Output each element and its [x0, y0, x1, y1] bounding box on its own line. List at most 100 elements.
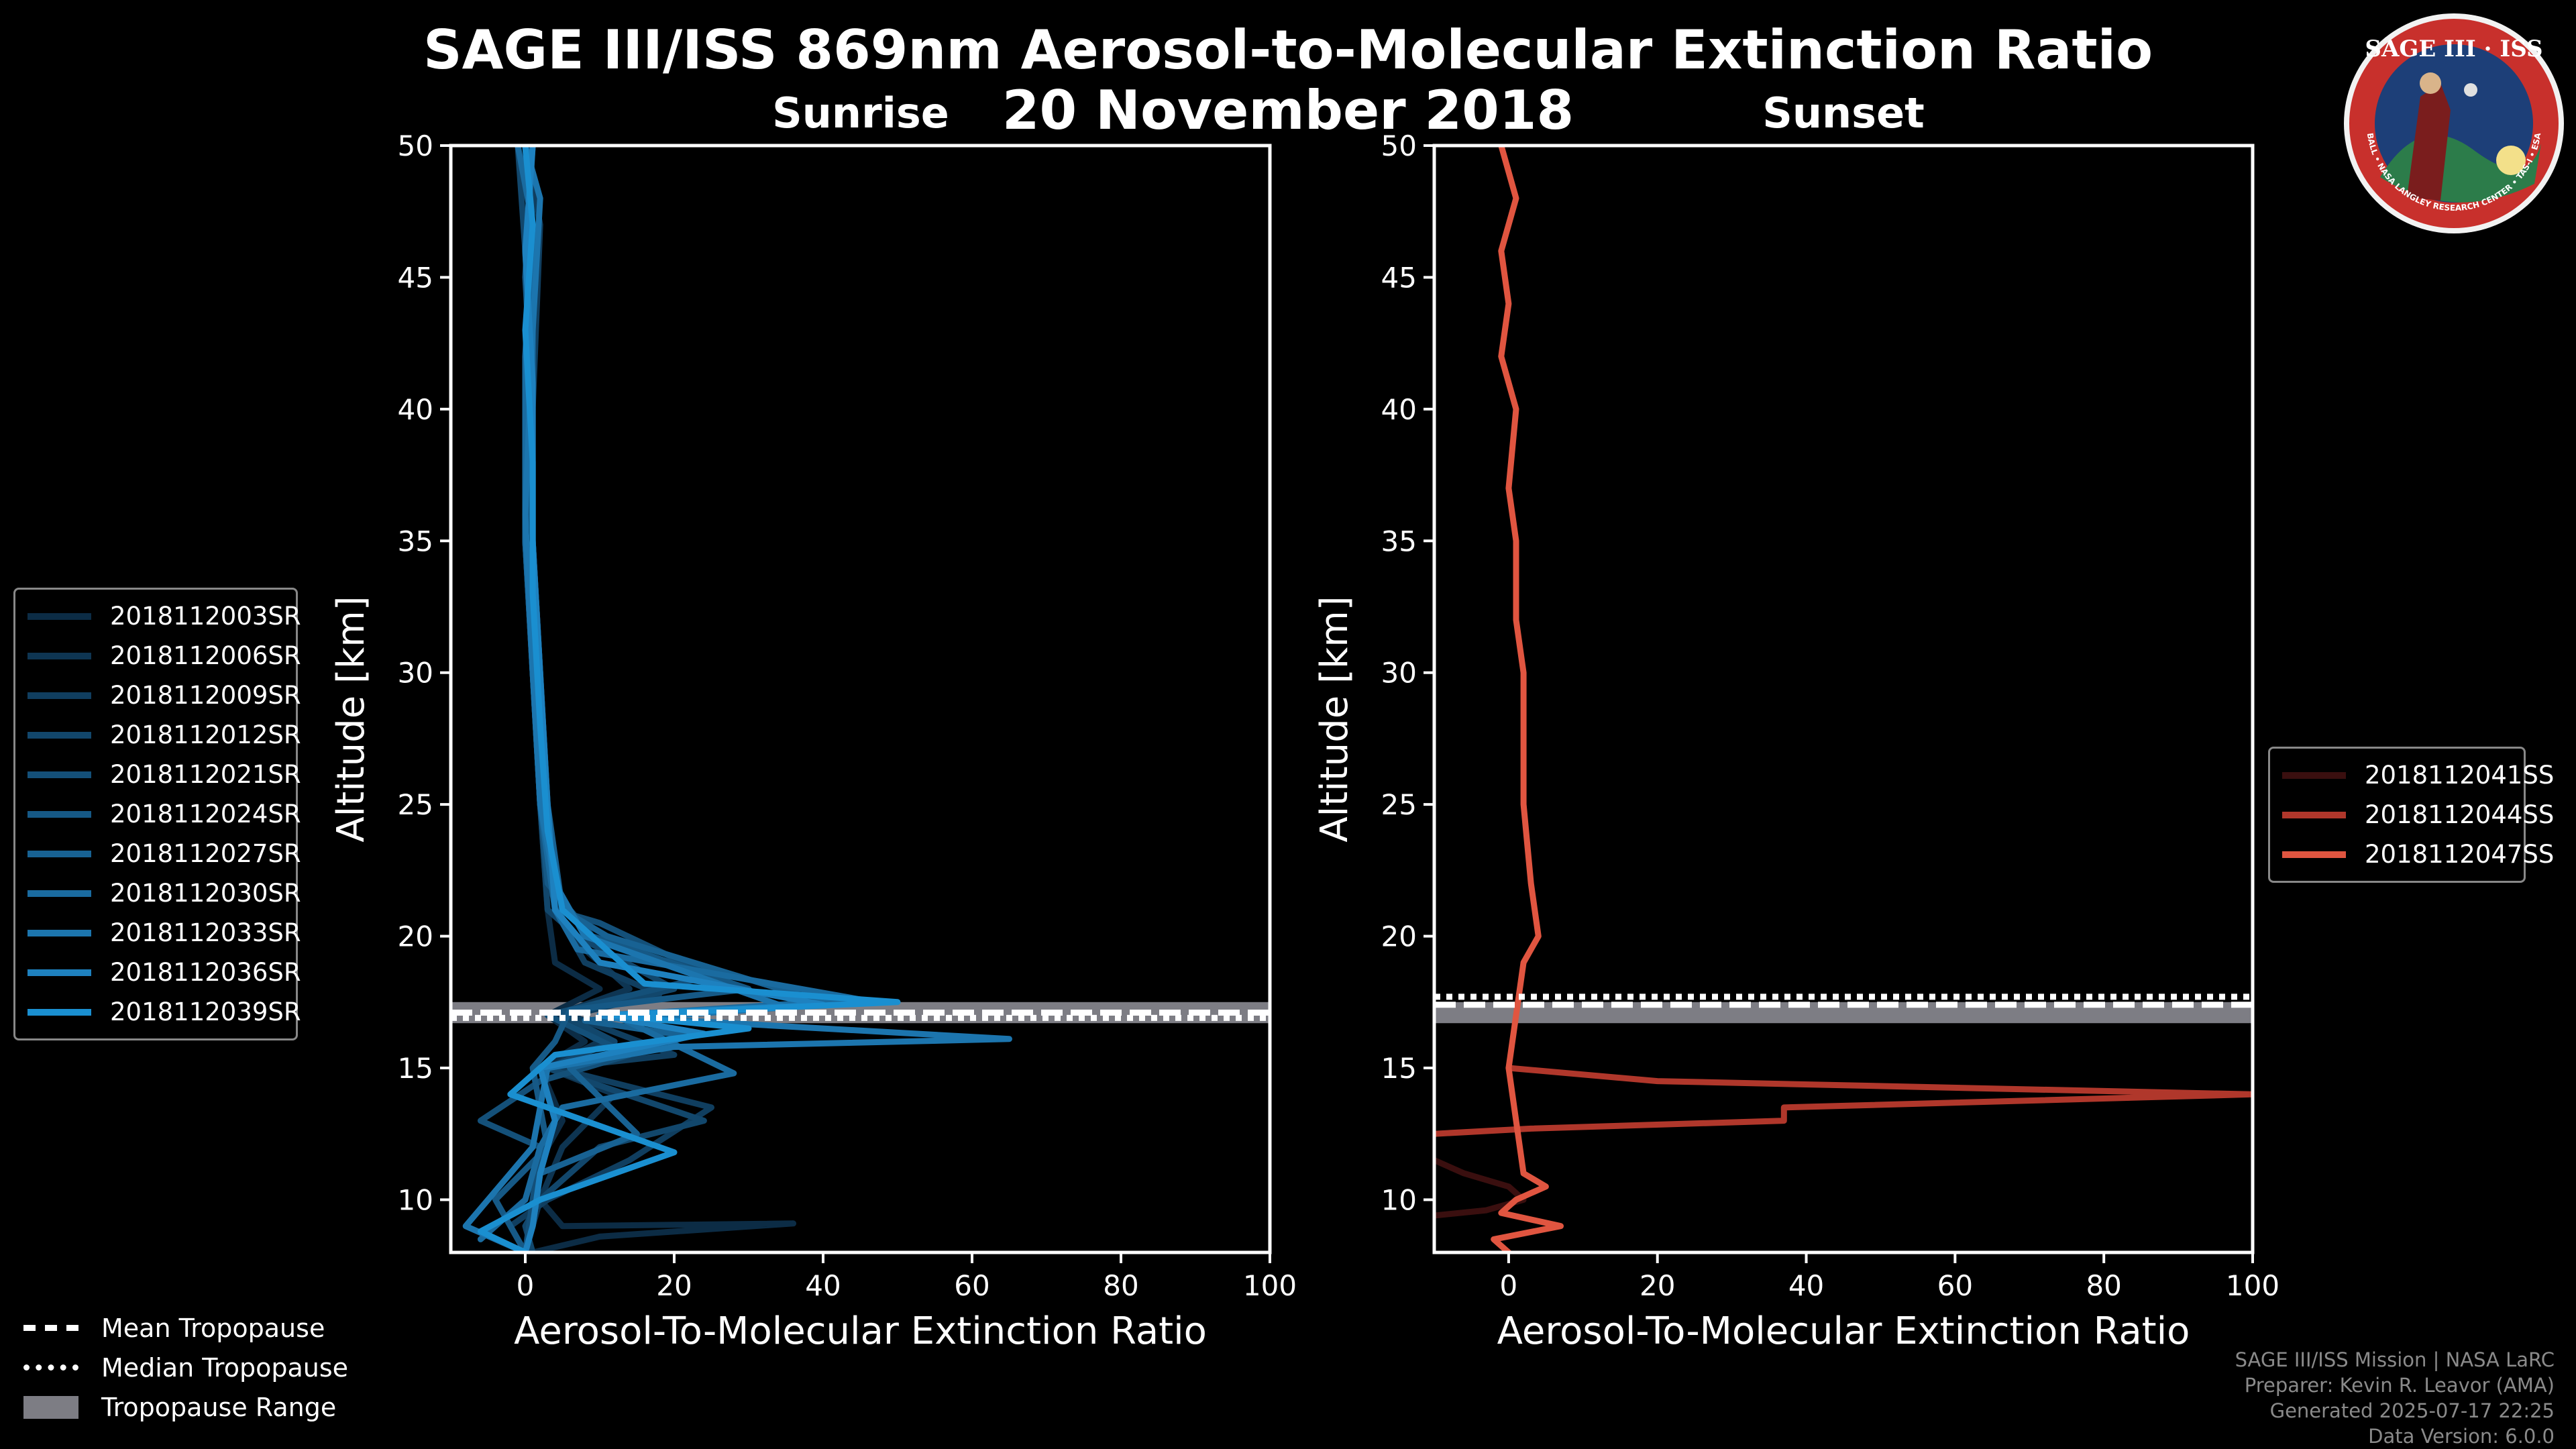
- sunrise-legend-label: 2018112024SR: [110, 800, 301, 828]
- credits-preparer: Preparer: Kevin R. Leavor (AMA): [2244, 1374, 2555, 1397]
- sunrise-legend-item: 2018112033SR: [28, 913, 301, 953]
- sunset-y-tick-label: 25: [1381, 788, 1417, 821]
- sunset-legend: 2018112041SS 2018112044SS 2018112047SS: [2268, 747, 2554, 883]
- sunrise-legend-swatch: [28, 692, 91, 699]
- credits: SAGE III/ISS Mission | NASA LaRC Prepare…: [2235, 1347, 2555, 1449]
- sunset-legend-swatch: [2282, 771, 2346, 779]
- sunrise-x-tick-label: 100: [1243, 1269, 1297, 1302]
- sunrise-legend-swatch: [28, 929, 91, 936]
- sunrise-legend-label: 2018112036SR: [110, 958, 301, 987]
- median-tropopause-label: Median Tropopause: [101, 1352, 348, 1383]
- tropopause-range-swatch: [23, 1395, 78, 1419]
- sunrise-y-tick-label: 20: [398, 920, 433, 953]
- sunrise-y-tick-label: 15: [398, 1052, 433, 1085]
- sunset-y-tick-label: 35: [1381, 525, 1417, 557]
- sunrise-y-tick-label: 30: [398, 657, 433, 690]
- sunrise-y-tick-label: 25: [398, 788, 433, 821]
- chart-title: SAGE III/ISS 869nm Aerosol-to-Molecular …: [423, 19, 2153, 81]
- sunrise-legend-swatch: [28, 731, 91, 739]
- sunrise-x-tick-label: 60: [954, 1269, 989, 1302]
- median-tropopause-swatch: [23, 1364, 78, 1371]
- sunrise-legend-item: 2018112003SR: [28, 596, 301, 636]
- sunrise-legend-label: 2018112039SR: [110, 998, 301, 1026]
- sunrise-legend-item: 2018112036SR: [28, 953, 301, 992]
- sunrise-x-tick-label: 40: [805, 1269, 841, 1302]
- sunrise-legend-item: 2018112024SR: [28, 794, 301, 834]
- sunrise-y-axis-label: Altitude [km]: [329, 596, 373, 842]
- sunrise-legend-label: 2018112012SR: [110, 720, 301, 749]
- sunrise-legend-swatch: [28, 771, 91, 778]
- sunrise-legend-item: 2018112021SR: [28, 755, 301, 794]
- sunrise-legend-label: 2018112003SR: [110, 602, 301, 631]
- sunset-legend-swatch: [2282, 851, 2346, 858]
- sunrise-axes-frame: [449, 144, 1272, 1254]
- sunset-y-tick-label: 20: [1381, 920, 1417, 953]
- sunrise-legend-swatch: [28, 810, 91, 818]
- sunrise-series-line: [477, 146, 863, 1242]
- sunset-y-tick-label: 10: [1381, 1183, 1417, 1216]
- sunset-y-tick-label: 30: [1381, 657, 1417, 690]
- sunset-x-tick-label: 100: [2226, 1269, 2279, 1302]
- sunset-legend-label: 2018112041SS: [2365, 761, 2555, 790]
- sunset-x-tick-label: 0: [1500, 1269, 1518, 1302]
- mean-tropopause-label: Mean Tropopause: [101, 1313, 325, 1343]
- sunrise-x-tick-label: 0: [517, 1269, 535, 1302]
- sunrise-legend-item: 2018112009SR: [28, 676, 301, 715]
- sunset-legend-label: 2018112044SS: [2365, 800, 2555, 829]
- sunrise-legend-swatch: [28, 1008, 91, 1016]
- sunrise-legend-label: 2018112006SR: [110, 641, 301, 670]
- sunset-series-line: [1434, 1157, 1527, 1219]
- sunrise-legend-label: 2018112009SR: [110, 681, 301, 710]
- sunset-legend-item: 2018112047SS: [2282, 835, 2554, 874]
- sunset-panel-title: Sunset: [1762, 89, 1925, 138]
- sunset-y-tick-label: 45: [1381, 261, 1417, 294]
- sunrise-legend-swatch: [28, 850, 91, 857]
- sunrise-legend: 2018112003SR 2018112006SR 2018112009SR 2018…: [13, 588, 301, 1040]
- sunset-x-tick-label: 20: [1640, 1269, 1675, 1302]
- sunrise-legend-swatch: [28, 612, 91, 620]
- sunrise-legend-swatch: [28, 969, 91, 976]
- sunset-legend-label: 2018112047SS: [2365, 840, 2555, 869]
- sunset-y-tick-label: 50: [1381, 129, 1417, 162]
- sunrise-legend-swatch: [28, 652, 91, 659]
- sunset-x-tick-label: 40: [1788, 1269, 1824, 1302]
- sunrise-legend-item: 2018112012SR: [28, 715, 301, 755]
- sunrise-panel-title: Sunrise: [772, 89, 949, 138]
- sunset-axes-frame: [1432, 144, 2255, 1254]
- mean-tropopause-swatch: [23, 1325, 78, 1331]
- sunrise-legend-label: 2018112033SR: [110, 918, 301, 947]
- sunset-series-line: [1491, 146, 1564, 1252]
- sunrise-x-axis-label: Aerosol-To-Molecular Extinction Ratio: [514, 1309, 1207, 1353]
- credits-generated: Generated 2025-07-17 22:25: [2269, 1399, 2555, 1422]
- sunset-series-line: [1434, 1065, 2253, 1137]
- sunrise-legend-item: 2018112006SR: [28, 636, 301, 676]
- sunrise-legend-item: 2018112039SR: [28, 992, 301, 1032]
- sunset-x-axis-label: Aerosol-To-Molecular Extinction Ratio: [1497, 1309, 2190, 1353]
- sage-mission-badge: SAGE III · ISS BALL • NASA LANGLEY RESEA…: [2344, 13, 2564, 233]
- sunset-y-axis-label: Altitude [km]: [1313, 596, 1356, 842]
- tropopause-legend: Mean Tropopause Median Tropopause Tropop…: [23, 1308, 348, 1427]
- sunset-y-tick-label: 15: [1381, 1052, 1417, 1085]
- sunrise-legend-label: 2018112030SR: [110, 879, 301, 908]
- sunrise-legend-label: 2018112027SR: [110, 839, 301, 868]
- sunrise-legend-label: 2018112021SR: [110, 760, 301, 789]
- sunrise-y-tick-label: 40: [398, 393, 433, 426]
- sunrise-y-tick-label: 35: [398, 525, 433, 557]
- sunset-x-tick-label: 80: [2086, 1269, 2121, 1302]
- sunrise-legend-item: 2018112030SR: [28, 873, 301, 913]
- sunset-x-tick-label: 60: [1937, 1269, 1973, 1302]
- sunrise-y-tick-label: 10: [398, 1183, 433, 1216]
- sunrise-series-line: [477, 146, 901, 1252]
- sunrise-y-tick-label: 50: [398, 129, 433, 162]
- tropopause-range-label: Tropopause Range: [101, 1392, 337, 1422]
- badge-title: SAGE III · ISS: [2365, 36, 2542, 62]
- credits-mission: SAGE III/ISS Mission | NASA LaRC: [2235, 1348, 2555, 1371]
- sunrise-y-tick-label: 45: [398, 261, 433, 294]
- chart-date: 20 November 2018: [1002, 79, 1574, 142]
- sunset-legend-item: 2018112044SS: [2282, 795, 2554, 835]
- sunrise-x-tick-label: 80: [1103, 1269, 1138, 1302]
- credits-version: Data Version: 6.0.0: [2368, 1425, 2555, 1448]
- sunset-legend-item: 2018112041SS: [2282, 755, 2554, 795]
- sunrise-x-tick-label: 20: [656, 1269, 692, 1302]
